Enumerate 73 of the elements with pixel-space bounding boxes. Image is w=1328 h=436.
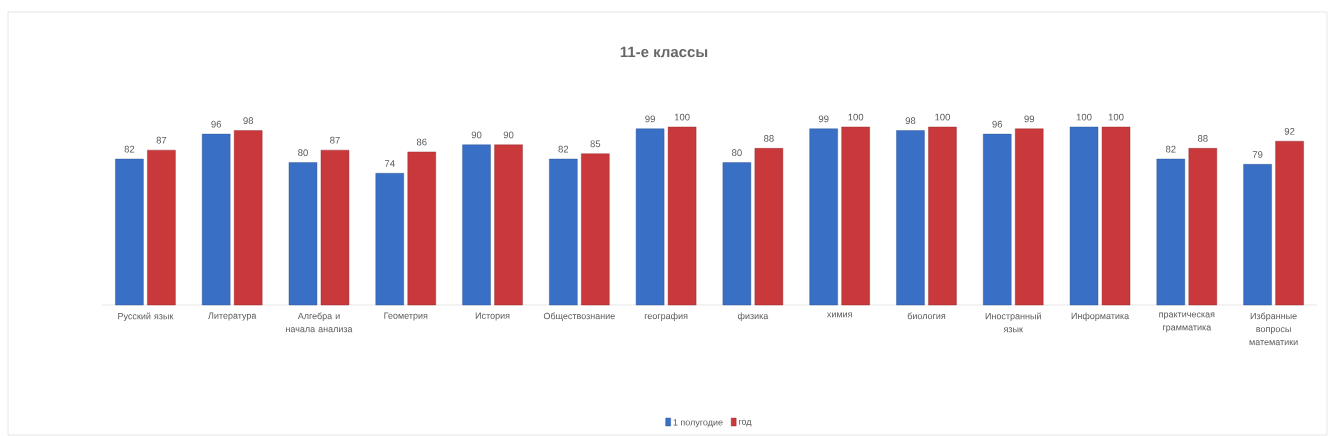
data-label: 98 [905,117,916,125]
bar [147,149,176,306]
bar [462,144,491,306]
data-label: 99 [1024,115,1035,123]
bar [667,126,697,306]
x-tick-label: Русский язык [118,312,174,322]
x-tick-label: биология [907,312,946,320]
data-label: 82 [1165,145,1176,153]
bar [1156,158,1185,306]
data-label: 90 [471,131,482,139]
bar [1188,148,1217,306]
legend-label: год [739,419,752,427]
bar [1069,126,1099,306]
data-label: 82 [558,145,569,153]
chart-title: 11-е классы [620,46,708,58]
data-label: 96 [992,120,1003,128]
data-label: 79 [1252,151,1263,158]
bar [896,130,925,306]
x-tick-label: Обществознание [543,312,615,321]
x-tick-label: физика [737,312,769,321]
bar [754,148,784,306]
bar [1015,128,1044,306]
bar [722,162,752,306]
data-label: 74 [384,160,395,167]
data-label: 87 [330,136,340,144]
data-label: 100 [848,113,864,121]
x-tick-label: Информатика [1071,312,1130,321]
bar [1101,126,1131,306]
bar [494,144,523,306]
data-label: 100 [674,113,690,121]
x-tick-label: география [644,312,688,321]
bar [581,153,610,306]
x-tick-label: Литература [208,312,257,321]
bar [1275,141,1304,306]
legend-label: 1 полугодие [673,419,723,428]
x-tick-label: химия [826,312,852,318]
data-label: 96 [211,120,222,128]
bar [115,158,144,306]
data-label: 99 [818,115,829,123]
data-label: 86 [416,138,427,146]
x-tick-label: История [475,312,510,321]
data-label: 100 [1076,113,1092,121]
bar [928,126,957,306]
bar [320,149,350,306]
bar [201,133,231,306]
data-label: 85 [590,140,601,148]
data-label: 99 [645,115,655,123]
bar [288,162,318,306]
x-tick-label: практическая грамматика [1159,312,1215,333]
data-label: 100 [935,113,950,121]
bar [635,128,665,306]
bar [841,126,870,306]
data-label: 100 [1108,113,1124,121]
x-tick-label: Геометрия [384,312,428,321]
bar [809,128,838,306]
x-tick-label: Иностранный язык [985,312,1041,333]
data-label: 87 [156,136,167,144]
data-label: 90 [503,131,514,139]
data-label: 82 [124,145,135,153]
data-label: 88 [764,135,774,142]
x-tick-label: Алгебра и начала анализа [286,312,353,333]
bar [233,130,263,306]
data-label: 80 [298,149,308,157]
x-tick-label: Избранные вопросы математики [1249,312,1298,346]
bar [983,133,1012,306]
bar [375,173,404,306]
data-label: 80 [732,149,742,157]
data-label: 98 [243,117,254,125]
bar [407,151,436,306]
data-label: 92 [1284,127,1295,135]
bar [1243,164,1272,306]
bar [549,158,578,306]
data-label: 88 [1197,135,1208,142]
